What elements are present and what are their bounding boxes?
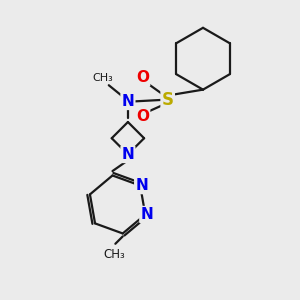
Text: CH₃: CH₃ [103, 248, 125, 261]
Text: O: O [136, 70, 149, 86]
Text: S: S [162, 91, 174, 109]
Text: CH₃: CH₃ [92, 73, 113, 83]
Text: O: O [136, 109, 149, 124]
Text: N: N [135, 178, 148, 193]
Text: N: N [122, 94, 134, 109]
Text: N: N [122, 147, 134, 162]
Text: N: N [140, 207, 153, 222]
